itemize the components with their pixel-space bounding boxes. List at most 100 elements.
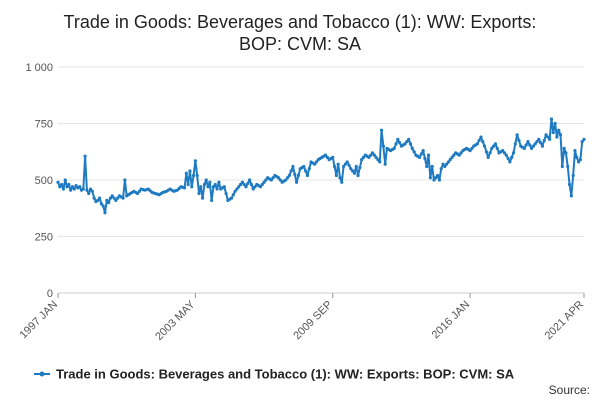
- data-point: [410, 146, 414, 150]
- data-point: [428, 176, 432, 180]
- data-point: [293, 172, 297, 176]
- data-point: [193, 159, 197, 163]
- data-point: [248, 178, 252, 182]
- data-point: [571, 173, 575, 178]
- data-point: [354, 164, 358, 169]
- data-point: [107, 201, 111, 205]
- data-point: [513, 142, 517, 146]
- data-point: [555, 135, 559, 139]
- data-point: [549, 117, 554, 121]
- data-point: [544, 133, 548, 137]
- data-point: [61, 187, 66, 191]
- data-point: [526, 139, 530, 144]
- series-layer: [56, 117, 586, 215]
- data-point: [369, 153, 373, 157]
- data-point: [370, 151, 375, 155]
- data-point: [271, 176, 275, 180]
- data-point: [215, 187, 219, 191]
- data-point: [313, 162, 317, 166]
- data-point: [208, 180, 212, 184]
- y-tick-label-1000: 1 000: [25, 62, 53, 74]
- data-point: [224, 191, 228, 196]
- data-point: [229, 196, 234, 200]
- data-point: [394, 142, 398, 146]
- data-point: [531, 144, 535, 148]
- data-point: [78, 185, 82, 189]
- data-point: [522, 146, 526, 150]
- y-tick-label-0: 0: [47, 288, 53, 300]
- data-point: [445, 162, 449, 166]
- data-point: [511, 151, 516, 155]
- data-point: [528, 143, 532, 147]
- data-point: [65, 185, 69, 189]
- data-point: [262, 180, 266, 184]
- data-point: [419, 152, 423, 156]
- data-point: [502, 151, 507, 155]
- data-point: [110, 194, 114, 198]
- data-point: [304, 169, 308, 173]
- data-point: [495, 146, 499, 150]
- data-point: [434, 176, 438, 180]
- data-point: [361, 155, 366, 159]
- data-point: [296, 173, 301, 178]
- data-point: [582, 137, 586, 141]
- data-point: [535, 139, 539, 144]
- data-point: [188, 169, 192, 173]
- y-tick-label-750: 750: [35, 119, 53, 131]
- data-point: [121, 196, 125, 200]
- data-point: [443, 164, 447, 169]
- data-point: [260, 182, 264, 187]
- data-point: [112, 196, 116, 200]
- data-point: [426, 153, 431, 157]
- data-point: [576, 160, 581, 164]
- y-tick-label-500: 500: [35, 175, 53, 187]
- data-point: [450, 155, 454, 159]
- data-point: [441, 162, 445, 166]
- data-point: [190, 185, 194, 189]
- data-point: [430, 164, 434, 169]
- data-point: [501, 149, 505, 153]
- data-point: [448, 158, 452, 162]
- data-point: [83, 154, 87, 158]
- data-point: [564, 151, 568, 155]
- data-point: [249, 182, 254, 187]
- data-point: [217, 180, 221, 184]
- data-point: [432, 178, 436, 182]
- data-point: [551, 130, 555, 135]
- data-point: [284, 178, 288, 182]
- data-point: [349, 167, 353, 171]
- data-point: [204, 178, 208, 182]
- data-point: [302, 164, 306, 169]
- data-point: [407, 137, 411, 141]
- data-point: [408, 142, 413, 146]
- data-point: [542, 138, 546, 143]
- data-point: [237, 185, 241, 189]
- data-point: [206, 185, 210, 189]
- data-point: [60, 182, 64, 187]
- legend-label: Trade in Goods: Beverages and Tobacco (1…: [56, 367, 515, 382]
- data-point: [405, 139, 409, 144]
- data-point: [566, 164, 570, 169]
- data-point: [479, 135, 483, 139]
- data-point: [238, 182, 243, 187]
- data-point: [379, 128, 384, 132]
- data-point: [253, 185, 257, 189]
- data-point: [235, 187, 239, 191]
- data-point: [114, 198, 118, 202]
- data-point: [231, 193, 235, 197]
- data-point: [332, 164, 337, 169]
- data-point: [508, 160, 512, 164]
- data-point: [213, 182, 217, 187]
- source-label: Source:: [549, 383, 590, 397]
- data-point: [191, 173, 196, 178]
- data-point: [515, 133, 519, 137]
- data-point: [345, 160, 349, 164]
- data-point: [97, 196, 102, 200]
- data-point: [367, 155, 371, 159]
- data-point: [92, 196, 96, 200]
- data-point: [459, 151, 463, 155]
- data-point: [258, 185, 263, 189]
- data-point: [352, 171, 357, 175]
- data-point: [557, 128, 561, 132]
- data-point: [202, 182, 207, 187]
